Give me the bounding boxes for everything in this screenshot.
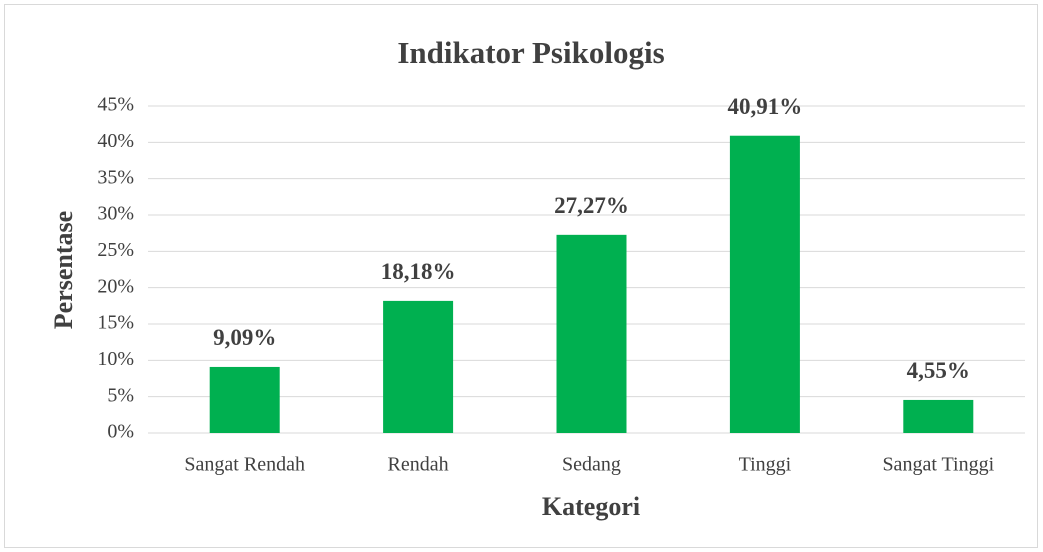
value-label: 18,18% <box>381 259 456 284</box>
x-tick-label: Sedang <box>562 454 621 476</box>
y-tick-label: 25% <box>97 239 134 261</box>
y-axis-label: Persentase <box>49 211 78 329</box>
value-label: 40,91% <box>728 94 803 119</box>
x-tick-label: Sangat Tinggi <box>882 454 994 476</box>
y-tick-label: 35% <box>97 166 134 188</box>
y-tick-label: 20% <box>97 275 134 297</box>
y-tick-label: 30% <box>97 203 134 225</box>
x-axis-label: Kategori <box>542 492 640 521</box>
value-label: 27,27% <box>554 193 629 218</box>
chart-title: Indikator Psikologis <box>397 35 664 70</box>
bar <box>209 366 280 433</box>
y-tick-label: 0% <box>107 421 134 443</box>
bar <box>383 300 454 433</box>
y-tick-label: 40% <box>97 130 134 152</box>
value-label: 4,55% <box>907 358 970 383</box>
bar <box>903 399 974 433</box>
y-tick-label: 15% <box>97 312 134 334</box>
bar <box>556 234 627 433</box>
bar <box>729 135 800 433</box>
y-tick-label: 45% <box>97 94 134 116</box>
y-tick-label: 10% <box>97 348 134 370</box>
value-label: 9,09% <box>213 325 276 350</box>
y-tick-label: 5% <box>107 384 134 406</box>
chart-border <box>4 4 1038 548</box>
x-tick-label: Sangat Rendah <box>184 454 305 476</box>
x-tick-label: Rendah <box>388 454 449 476</box>
x-tick-label: Tinggi <box>739 454 792 476</box>
